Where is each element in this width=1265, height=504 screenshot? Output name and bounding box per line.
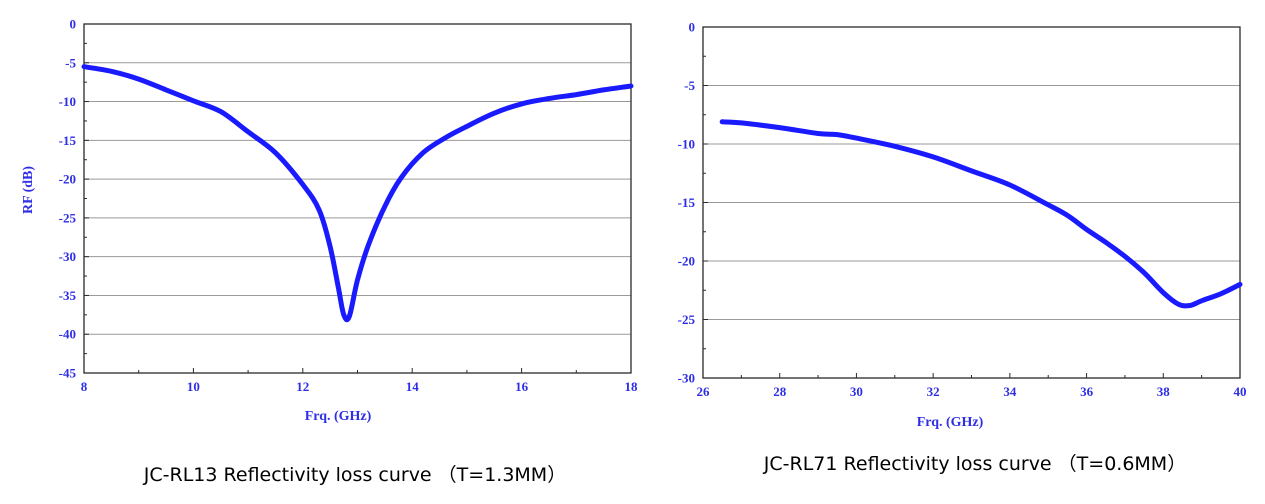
y-tick-label: -20 — [678, 254, 695, 269]
x-tick-label: 10 — [187, 379, 200, 394]
chart-1-x-axis-label: Frq. (GHz) — [305, 409, 372, 424]
x-tick-label: 40 — [1234, 384, 1247, 399]
y-tick-label: -35 — [59, 288, 77, 303]
y-tick-label: -10 — [678, 137, 695, 152]
y-tick-label: -20 — [59, 172, 76, 187]
chart-2-x-axis-label: Frq. (GHz) — [917, 415, 984, 430]
x-tick-label: 12 — [296, 379, 309, 394]
y-tick-label: -15 — [678, 195, 696, 210]
x-tick-label: 34 — [1003, 384, 1017, 399]
y-tick-label: -15 — [59, 133, 77, 148]
x-tick-label: 16 — [515, 379, 529, 394]
chart-1-plot-frame — [83, 23, 632, 374]
chart-1-gridlines — [84, 23, 631, 374]
chart-1-ticks: 0 -5 -10 -15 -20 -25 -30 -35 -40 -45 8 10 12 14 16 18 — [59, 17, 638, 395]
y-tick-label: -25 — [678, 312, 696, 327]
x-tick-label: 26 — [697, 384, 711, 399]
x-tick-label: 30 — [850, 384, 863, 399]
x-tick-label: 18 — [625, 379, 639, 394]
chart-2-gridlines — [703, 26, 1240, 379]
y-tick-label: -10 — [59, 94, 76, 109]
chart-1-series-line — [81, 64, 634, 323]
y-tick-label: -45 — [59, 366, 77, 381]
y-tick-label: -5 — [684, 78, 695, 93]
x-tick-label: 38 — [1157, 384, 1171, 399]
x-tick-label: 14 — [406, 379, 420, 394]
x-tick-label: 36 — [1080, 384, 1094, 399]
chart-rl13: 0 -5 -10 -15 -20 -25 -30 -35 -40 -45 8 10 12 14 16 18 R… — [21, 17, 638, 487]
chart-1-caption: JC-RL13 Reflectivity loss curve （T=1.3MM… — [143, 464, 566, 486]
y-tick-label: -25 — [59, 210, 77, 225]
y-tick-label: 0 — [689, 20, 696, 35]
chart-1-y-axis-label: RF (dB) — [21, 166, 36, 214]
chart-2-series-line — [719, 119, 1243, 309]
y-tick-label: -5 — [65, 55, 76, 70]
y-tick-label: -30 — [59, 249, 76, 264]
x-tick-label: 28 — [773, 384, 787, 399]
chart-2-caption: JC-RL71 Reflectivity loss curve （T=0.6MM… — [763, 453, 1186, 475]
y-tick-label: -30 — [678, 371, 695, 386]
y-tick-label: 0 — [70, 17, 77, 32]
x-tick-label: 32 — [927, 384, 940, 399]
x-tick-label: 8 — [81, 379, 88, 394]
y-tick-label: -40 — [59, 327, 76, 342]
